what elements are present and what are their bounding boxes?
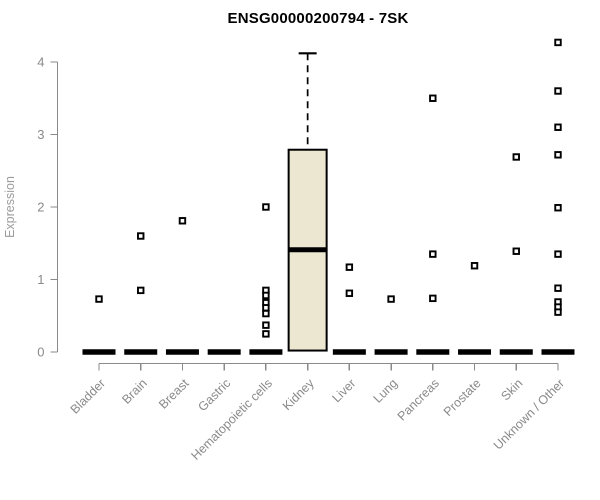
x-tick-label: Prostate: [441, 376, 484, 419]
outlier-point: [262, 203, 270, 211]
y-tick-label: 1: [37, 272, 44, 287]
x-tick-label: Bladder: [68, 376, 108, 416]
x-tick-label: Brain: [119, 376, 150, 407]
outlier-point: [137, 232, 145, 240]
x-tick-label: Unknown / Other: [491, 376, 567, 452]
zero-median-bar: [374, 349, 408, 355]
outlier-point: [178, 217, 187, 225]
outlier-point: [554, 204, 562, 212]
x-tick-label: Kidney: [280, 376, 317, 413]
outlier-point: [512, 153, 520, 161]
y-tick-label: 3: [37, 127, 44, 142]
outlier-point: [554, 308, 562, 316]
zero-median-bar: [82, 349, 116, 355]
outlier-point: [429, 250, 437, 258]
x-tick-label: Gastric: [195, 376, 233, 414]
outlier-point: [345, 289, 354, 297]
outlier-point: [95, 295, 103, 303]
outlier-point: [262, 321, 270, 329]
outlier-point: [554, 151, 562, 159]
x-tick-label: Hematopoietic cells: [188, 376, 275, 463]
outlier-point: [262, 291, 270, 300]
x-tick-label: Skin: [498, 376, 525, 403]
outlier-point: [554, 123, 562, 131]
outlier-point: [470, 262, 479, 270]
outlier-point: [554, 87, 562, 95]
outlier-point: [554, 284, 562, 292]
x-tick-label: Lung: [371, 376, 401, 406]
y-tick-label: 0: [37, 345, 44, 360]
outlier-point: [554, 38, 562, 47]
outlier-point: [429, 294, 437, 303]
zero-median-bar: [165, 349, 199, 355]
y-tick-label: 2: [37, 200, 44, 215]
zero-median-bar: [416, 349, 450, 355]
outlier-point: [262, 309, 270, 318]
zero-median-bar: [332, 349, 366, 355]
zero-median-bar: [249, 349, 283, 355]
outlier-point: [137, 286, 145, 295]
y-axis-title: Expression: [3, 176, 17, 238]
zero-median-bar: [541, 349, 575, 355]
x-tick-label: Liver: [329, 376, 358, 405]
x-tick-label: Pancreas: [395, 376, 442, 423]
chart-title: ENSG00000200794 - 7SK: [227, 10, 409, 27]
outlier-point: [512, 247, 520, 255]
y-tick-label: 4: [37, 55, 44, 70]
zero-median-bar: [499, 349, 533, 355]
zero-median-bar: [207, 349, 241, 355]
x-tick-label: Breast: [156, 376, 192, 412]
zero-median-bar: [124, 349, 158, 355]
outlier-point: [554, 250, 562, 258]
zero-median-bar: [458, 349, 492, 355]
outlier-point: [429, 94, 437, 102]
outlier-point: [387, 295, 395, 303]
outlier-point: [262, 330, 270, 338]
outlier-point: [262, 304, 270, 312]
outlier-point: [345, 263, 354, 271]
